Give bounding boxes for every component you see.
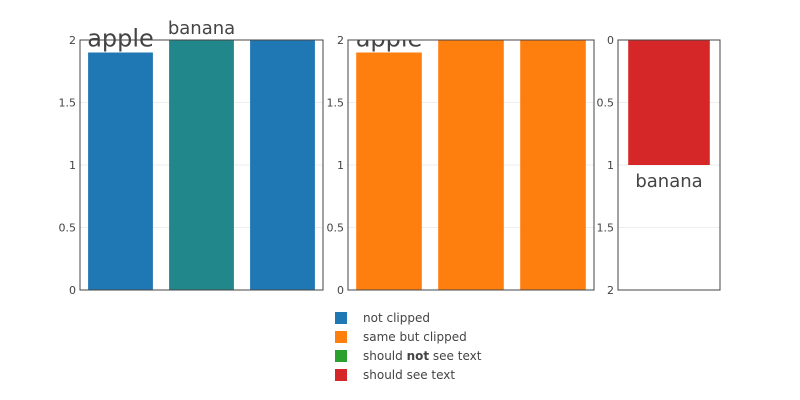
legend-swatch	[335, 330, 347, 343]
plot-frame	[617, 39, 721, 291]
legend-label: should not see text	[363, 348, 482, 363]
y-tick-label: 0.5	[597, 97, 615, 110]
bar[interactable]	[520, 40, 586, 290]
bar[interactable]	[438, 40, 504, 290]
bar-text-label: banana	[635, 171, 702, 192]
bar-text-label: banana	[168, 18, 235, 39]
chart-panel-right: 0 0.5 1 1.5 2 banana	[597, 34, 721, 297]
y-tick-label: 1	[69, 159, 76, 172]
plot-frame	[79, 39, 324, 291]
legend-swatch	[335, 349, 347, 362]
y-tick-label: 2	[607, 284, 614, 297]
y-tick-label: 2	[337, 34, 344, 47]
legend-item-same-but-clipped[interactable]: same but clipped	[335, 327, 481, 346]
legend-item-not-clipped[interactable]: not clipped	[335, 308, 481, 327]
y-tick-label: 0.5	[327, 222, 345, 235]
bar-text-label: apple	[356, 25, 423, 53]
y-tick-label: 0	[337, 284, 344, 297]
y-tick-label: 1	[607, 159, 614, 172]
chart-panel-left: 0 0.5 1 1.5 2 apple banana	[59, 18, 324, 297]
y-tick-label: 1.5	[327, 97, 345, 110]
legend-label: should see text	[363, 367, 456, 382]
legend-item-should-not-see-text[interactable]: should not see text	[335, 346, 481, 365]
legend: not clipped same but clipped should not …	[335, 308, 481, 384]
y-tick-label: 1.5	[59, 97, 77, 110]
legend-label: not clipped	[363, 310, 430, 325]
y-tick-label: 0	[69, 284, 76, 297]
bar[interactable]	[628, 40, 710, 165]
legend-item-should-see-text[interactable]: should see text	[335, 365, 481, 384]
y-tick-label: 0.5	[59, 222, 77, 235]
legend-swatch	[335, 368, 347, 381]
bar[interactable]	[88, 52, 153, 291]
y-tick-label: 0	[607, 34, 614, 47]
bar-text-label: apple	[87, 25, 154, 53]
bar[interactable]	[169, 40, 234, 290]
chart-panel-middle: 0 0.5 1 1.5 2 apple	[327, 25, 595, 297]
plot-frame	[347, 39, 595, 291]
y-tick-label: 1.5	[597, 222, 615, 235]
legend-swatch	[335, 311, 347, 324]
legend-label: same but clipped	[363, 329, 467, 344]
y-tick-label: 2	[69, 34, 76, 47]
y-tick-label: 1	[337, 159, 344, 172]
bar[interactable]	[250, 40, 315, 290]
bar[interactable]	[356, 52, 422, 291]
